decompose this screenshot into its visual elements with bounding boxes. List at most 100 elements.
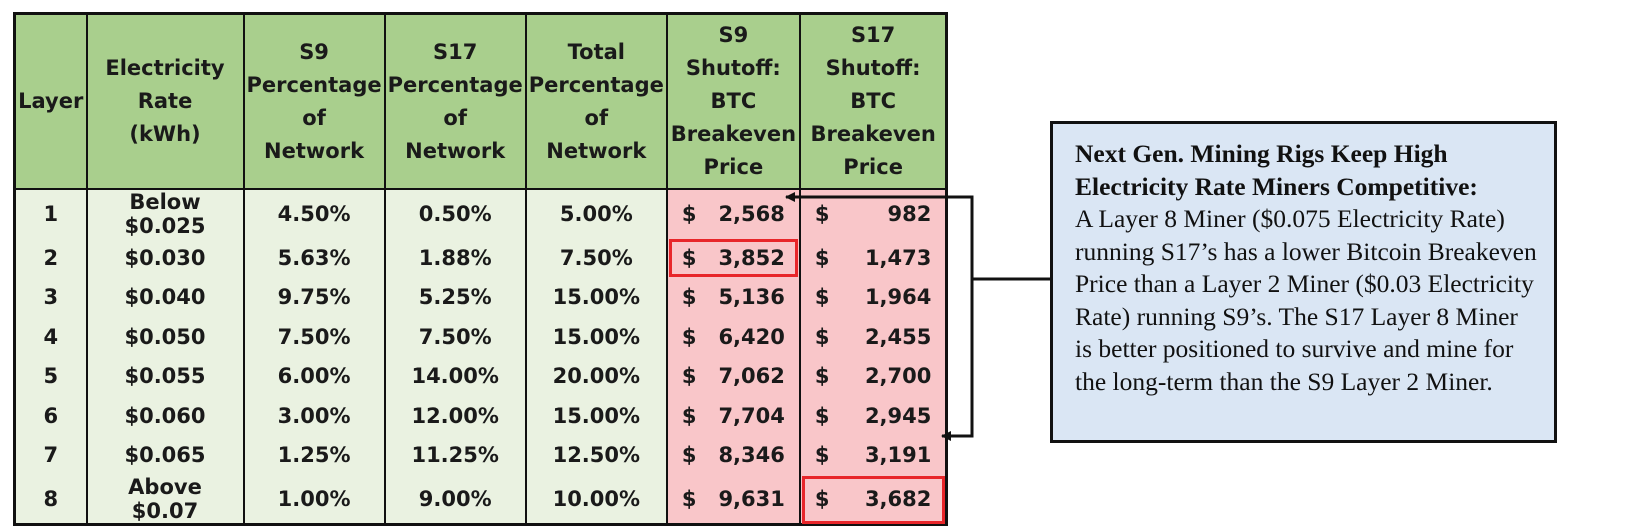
currency-symbol: $ bbox=[814, 487, 830, 511]
header-line: Total bbox=[567, 39, 625, 64]
header-line: Network bbox=[264, 138, 365, 163]
s17-breakeven-cell: $3,682 bbox=[798, 475, 948, 525]
header-line: of bbox=[584, 105, 609, 130]
total-percentage-cell: 15.00% bbox=[524, 396, 668, 436]
table-row-layer-3: 3 $0.040 9.75% 5.25% 15.00% $5,136 $1,964 bbox=[13, 277, 948, 317]
callout-body: A Layer 8 Miner ($0.075 Electricity Rate… bbox=[1075, 204, 1537, 396]
header-line: (kWh) bbox=[129, 122, 201, 146]
s17-percentage-cell: 0.50% bbox=[383, 188, 527, 238]
mining-layers-table: Layer Electricity Rate (kWh) S9 Percentage o… bbox=[13, 12, 949, 526]
total-percentage-cell: 10.00% bbox=[524, 475, 668, 525]
currency-symbol: $ bbox=[681, 202, 697, 226]
header-line: Breakeven bbox=[810, 122, 936, 146]
header-line: Percentage bbox=[246, 72, 382, 97]
s17-breakeven-cell: $2,700 bbox=[798, 356, 948, 396]
s9-breakeven-cell: $9,631 bbox=[665, 475, 801, 525]
s17-percentage-cell: 5.25% bbox=[383, 277, 527, 317]
header-line: Layer bbox=[18, 89, 84, 113]
header-layer: Layer bbox=[13, 12, 88, 190]
callout-title: Next Gen. Mining Rigs Keep High Electric… bbox=[1075, 139, 1478, 201]
header-line: BTC bbox=[850, 89, 896, 113]
header-line: Breakeven bbox=[670, 122, 797, 146]
s17-breakeven-cell: $3,191 bbox=[798, 435, 948, 475]
rate-cell: $0.040 bbox=[85, 277, 245, 317]
header-line: of bbox=[302, 105, 326, 130]
currency-symbol: $ bbox=[681, 245, 697, 270]
header-line: of bbox=[443, 105, 467, 130]
s9-percentage-cell: 9.75% bbox=[242, 277, 386, 317]
s9-percentage-cell: 5.63% bbox=[242, 238, 386, 278]
header-line: S9 Shutoff: bbox=[685, 23, 781, 80]
header-line: Rate bbox=[137, 89, 193, 113]
s17-percentage-cell: 14.00% bbox=[383, 356, 527, 396]
s17-percentage-cell: 11.25% bbox=[383, 435, 527, 475]
table-row-layer-6: 6 $0.060 3.00% 12.00% 15.00% $7,704 $2,945 bbox=[13, 396, 948, 436]
s9-percentage-cell: 3.00% bbox=[242, 396, 386, 436]
table-row-layer-4: 4 $0.050 7.50% 7.50% 15.00% $6,420 $2,455 bbox=[13, 317, 948, 357]
header-line: Network bbox=[546, 138, 647, 163]
s9-percentage-cell: 4.50% bbox=[242, 188, 386, 238]
header-line: S17 bbox=[433, 39, 478, 64]
currency-symbol: $ bbox=[814, 245, 830, 270]
currency-symbol: $ bbox=[814, 285, 830, 310]
s17-breakeven-cell: $1,473 bbox=[798, 238, 948, 278]
price-amount: 2,455 bbox=[864, 324, 932, 349]
header-s9-percentage: S9 Percentage of Network bbox=[242, 12, 386, 190]
header-total-percentage: Total Percentage of Network bbox=[524, 12, 668, 190]
currency-symbol: $ bbox=[681, 443, 697, 468]
table-row-layer-2: 2 $0.030 5.63% 1.88% 7.50% $3,852 $1,473 bbox=[13, 238, 948, 278]
s17-breakeven-cell: $2,945 bbox=[798, 396, 948, 436]
price-amount: 7,704 bbox=[718, 403, 785, 428]
s9-percentage-cell: 7.50% bbox=[242, 317, 386, 357]
s9-breakeven-cell: $3,852 bbox=[665, 238, 801, 278]
header-line: BTC bbox=[710, 89, 757, 113]
layer-cell: 2 bbox=[13, 238, 88, 278]
layer-cell: 1 bbox=[13, 188, 88, 238]
total-percentage-cell: 5.00% bbox=[524, 188, 668, 238]
s9-percentage-cell: 6.00% bbox=[242, 356, 386, 396]
s17-percentage-cell: 7.50% bbox=[383, 317, 527, 357]
price-amount: 2,700 bbox=[864, 364, 932, 389]
rate-cell: $0.060 bbox=[85, 396, 245, 436]
currency-symbol: $ bbox=[681, 324, 697, 349]
currency-symbol: $ bbox=[681, 487, 697, 511]
header-row: Layer Electricity Rate (kWh) S9 Percentage o… bbox=[13, 12, 948, 190]
currency-symbol: $ bbox=[814, 324, 830, 349]
s9-percentage-cell: 1.25% bbox=[242, 435, 386, 475]
s17-percentage-cell: 1.88% bbox=[383, 238, 527, 278]
currency-symbol: $ bbox=[681, 364, 697, 389]
table-row-layer-8: 8 Above $0.07 1.00% 9.00% 10.00% $9,631 $3,682 bbox=[13, 475, 948, 525]
header-line: Price bbox=[703, 155, 764, 179]
mining-layers-table-wrap: Layer Electricity Rate (kWh) S9 Percentage o… bbox=[13, 12, 949, 526]
total-percentage-cell: 15.00% bbox=[524, 277, 668, 317]
rate-cell: $0.055 bbox=[85, 356, 245, 396]
s9-breakeven-cell: $7,704 bbox=[665, 396, 801, 436]
header-line: Percentage bbox=[387, 72, 523, 97]
s17-percentage-cell: 12.00% bbox=[383, 396, 527, 436]
callout-box: Next Gen. Mining Rigs Keep High Electric… bbox=[1050, 121, 1557, 443]
price-amount: 3,852 bbox=[718, 245, 785, 270]
layer-cell: 4 bbox=[13, 317, 88, 357]
currency-symbol: $ bbox=[681, 285, 697, 310]
price-amount: 2,568 bbox=[718, 202, 785, 226]
header-line: Price bbox=[843, 155, 903, 179]
header-line: Network bbox=[405, 138, 506, 163]
currency-symbol: $ bbox=[814, 443, 830, 468]
price-amount: 982 bbox=[887, 202, 932, 226]
header-s17-breakeven: S17 Shutoff: BTC Breakeven Price bbox=[798, 12, 948, 190]
layer-cell: 7 bbox=[13, 435, 88, 475]
s9-percentage-cell: 1.00% bbox=[242, 475, 386, 525]
price-amount: 7,062 bbox=[718, 364, 785, 389]
table-body: 1 Below $0.025 4.50% 0.50% 5.00% $2,568 $982 2 $… bbox=[13, 188, 948, 525]
s17-breakeven-cell: $2,455 bbox=[798, 317, 948, 357]
price-amount: 3,682 bbox=[864, 487, 932, 511]
price-amount: 8,346 bbox=[718, 443, 785, 468]
rate-cell: Above $0.07 bbox=[85, 475, 245, 525]
table-row-layer-5: 5 $0.055 6.00% 14.00% 20.00% $7,062 $2,700 bbox=[13, 356, 948, 396]
header-line: Percentage bbox=[528, 72, 664, 97]
layer-cell: 6 bbox=[13, 396, 88, 436]
total-percentage-cell: 7.50% bbox=[524, 238, 668, 278]
price-amount: 1,964 bbox=[864, 285, 932, 310]
s17-breakeven-cell: $1,964 bbox=[798, 277, 948, 317]
total-percentage-cell: 12.50% bbox=[524, 435, 668, 475]
